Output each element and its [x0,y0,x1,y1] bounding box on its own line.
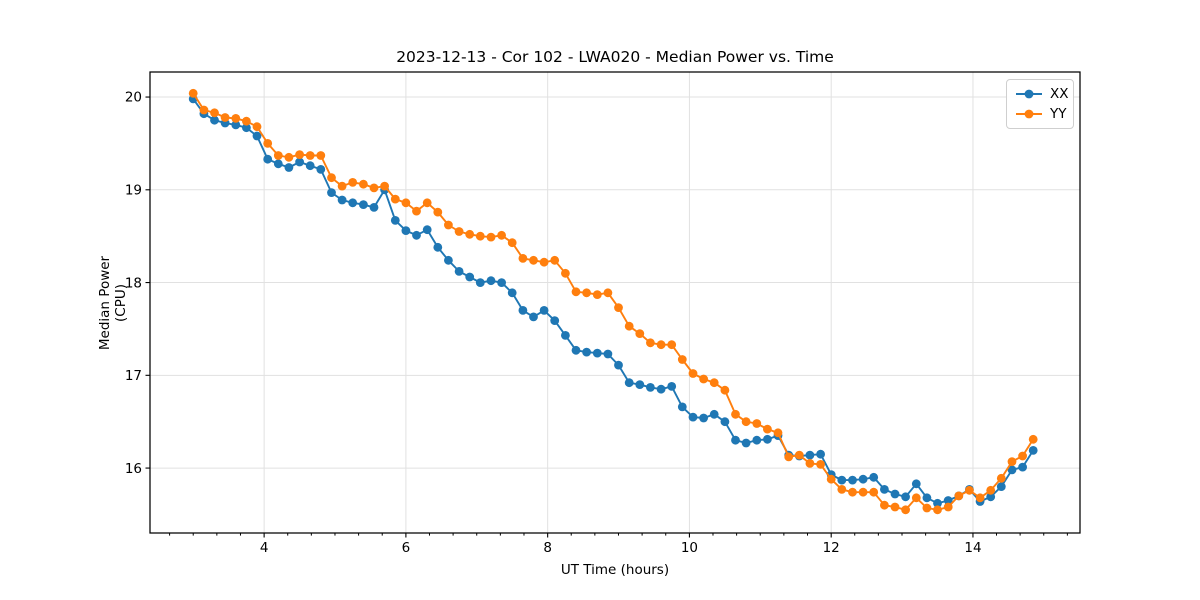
svg-text:10: 10 [681,540,698,556]
svg-text:17: 17 [125,368,142,384]
svg-text:16: 16 [125,461,142,477]
line-marker-icon-yy [1015,108,1043,120]
line-marker-icon-xx [1015,88,1043,100]
svg-text:12: 12 [823,540,840,556]
legend: XX YY [1006,79,1074,129]
svg-text:18: 18 [125,275,142,291]
chart-title: 2023-12-13 - Cor 102 - LWA020 - Median P… [396,48,834,66]
svg-text:20: 20 [125,90,142,106]
legend-label-xx: XX [1050,86,1069,102]
svg-text:14: 14 [964,540,981,556]
svg-text:6: 6 [402,540,411,556]
legend-item-xx: XX [1007,84,1073,104]
legend-label-yy: YY [1050,106,1067,122]
x-axis-label: UT Time (hours) [560,562,670,578]
svg-text:4: 4 [260,540,269,556]
y-axis-label: Median Power (CPU) [97,255,129,351]
legend-item-yy: YY [1007,104,1073,124]
svg-text:8: 8 [543,540,552,556]
svg-text:19: 19 [125,183,142,199]
